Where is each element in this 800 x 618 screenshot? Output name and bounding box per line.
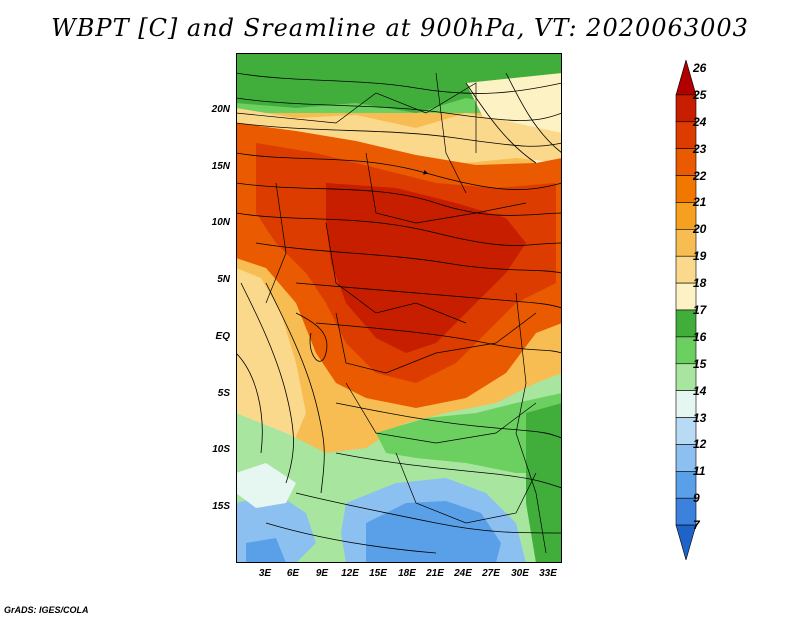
lon-label: 9E (315, 568, 329, 579)
colorbar-label: 7 (693, 518, 700, 533)
colorbar-label: 13 (693, 410, 707, 425)
lat-label: 5S (217, 388, 230, 399)
colorbar-label: 21 (693, 195, 707, 210)
lon-label: 21E (426, 568, 444, 579)
lon-label: 6E (286, 568, 300, 579)
lat-label: EQ (215, 331, 230, 342)
colorbar-label: 14 (693, 383, 707, 398)
colorbar-segment (675, 524, 697, 560)
lat-label: 5N (217, 274, 230, 285)
wbpt-fill (236, 53, 562, 563)
lat-label: 15N (211, 161, 230, 172)
colorbar-label: 22 (693, 168, 707, 183)
lat-label: 15S (212, 501, 230, 512)
colorbar-label: 17 (693, 303, 707, 317)
lat-label: 10S (212, 444, 230, 455)
lon-label: 27E (482, 568, 500, 579)
lon-label: 18E (398, 568, 416, 579)
colorbar-label: 11 (693, 464, 706, 479)
colorbar (675, 60, 697, 560)
colorbar-label: 12 (693, 437, 707, 452)
lon-label: 15E (369, 568, 387, 579)
colorbar-label: 25 (693, 87, 707, 102)
colorbar-label: 24 (693, 114, 707, 129)
lon-label: 30E (511, 568, 529, 579)
map-title: WBPT [C] and Sreamline at 900hPa, VT: 20… (51, 14, 749, 42)
colorbar-label: 18 (693, 276, 707, 291)
colorbar-label: 23 (693, 141, 707, 156)
lat-label: 20N (211, 104, 230, 115)
map-plot (236, 53, 562, 563)
lat-label: 10N (211, 217, 230, 228)
lon-label: 3E (258, 568, 272, 579)
country-borders (236, 72, 547, 554)
lon-label: 33E (539, 568, 557, 579)
grads-credit: GrADS: IGES/COLA (4, 605, 89, 615)
colorbar-label: 19 (693, 249, 707, 264)
colorbar-label: 9 (693, 491, 700, 506)
lon-label: 12E (341, 568, 359, 579)
colorbar-label: 26 (693, 61, 707, 75)
colorbar-label: 15 (693, 356, 707, 371)
lon-label: 24E (454, 568, 472, 579)
colorbar-label: 16 (693, 329, 707, 344)
streamlines (236, 72, 562, 554)
colorbar-label: 20 (693, 222, 707, 237)
